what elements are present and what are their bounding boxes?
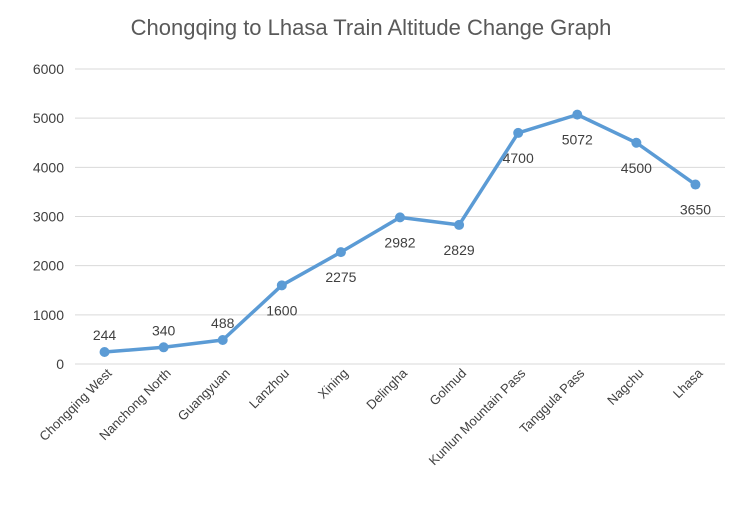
data-label: 488 <box>211 315 235 331</box>
data-point <box>276 280 287 291</box>
y-tick-label: 3000 <box>33 209 64 225</box>
data-point <box>335 247 346 258</box>
x-tick-label: Delingha <box>363 365 410 412</box>
x-tick-label: Lhasa <box>670 365 706 401</box>
y-tick-label: 4000 <box>33 159 64 175</box>
data-point <box>158 342 169 353</box>
data-point <box>99 347 110 358</box>
data-label: 4700 <box>503 150 534 166</box>
x-tick-label: Golmud <box>426 366 469 409</box>
data-label: 2829 <box>444 242 475 258</box>
data-point <box>690 179 701 190</box>
data-point <box>395 212 405 223</box>
y-tick-label: 1000 <box>33 307 64 323</box>
x-tick-label: Nagchu <box>604 366 646 408</box>
data-label: 3650 <box>680 202 711 218</box>
data-label: 4500 <box>621 160 652 176</box>
data-label: 2275 <box>325 269 356 285</box>
y-tick-label: 5000 <box>33 110 64 126</box>
x-tick-label: Guangyuan <box>175 366 233 424</box>
data-point <box>572 109 583 120</box>
x-tick-label: Xining <box>315 366 351 402</box>
data-point <box>631 137 642 148</box>
data-point <box>217 335 228 346</box>
y-tick-label: 6000 <box>33 61 64 77</box>
chart-title: Chongqing to Lhasa Train Altitude Change… <box>131 15 612 40</box>
data-label: 244 <box>93 327 117 343</box>
y-tick-label: 2000 <box>33 258 64 274</box>
data-label: 2982 <box>384 234 415 250</box>
x-tick-label: Lanzhou <box>246 366 292 412</box>
series-line <box>104 112 697 354</box>
data-label: 1600 <box>266 302 297 318</box>
data-label: 5072 <box>562 132 593 148</box>
data-point <box>454 219 465 230</box>
x-tick-label: Kunlun Mountain Pass <box>426 365 529 468</box>
y-tick-label: 0 <box>56 356 64 372</box>
data-label: 340 <box>152 322 176 338</box>
data-point <box>513 127 524 138</box>
